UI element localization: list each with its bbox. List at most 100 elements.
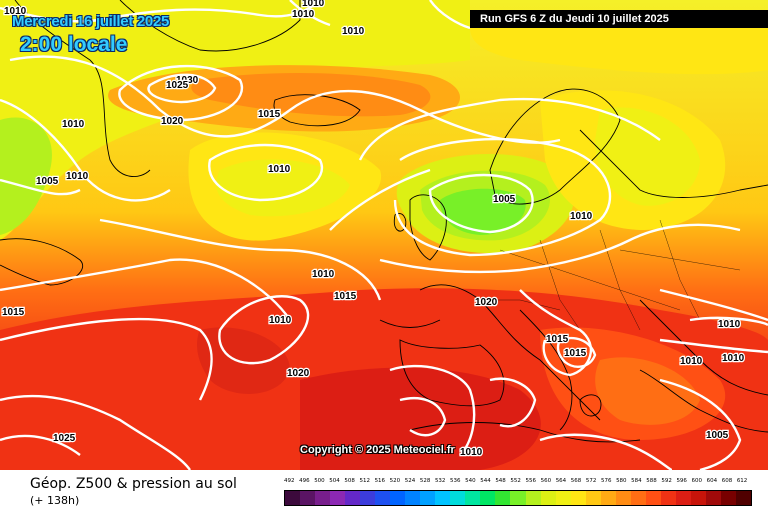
scale-swatch xyxy=(315,491,331,505)
scale-label: 552 xyxy=(510,478,521,484)
scale-swatch xyxy=(615,491,631,505)
scale-swatch xyxy=(450,491,466,505)
scale-label: 524 xyxy=(404,478,416,484)
scale-swatch xyxy=(675,491,691,505)
scale-swatch xyxy=(495,491,511,505)
scale-label: 528 xyxy=(419,478,431,484)
scale-label: 540 xyxy=(465,478,476,484)
scale-swatch xyxy=(330,491,346,505)
forecast-date: Mercredi 16 juillet 2025 xyxy=(12,13,170,30)
scale-label: 572 xyxy=(585,478,597,484)
isobar-label: 1020 xyxy=(287,368,310,379)
scale-label: 520 xyxy=(389,478,401,484)
isobar-label: 1015 xyxy=(258,109,281,120)
scale-swatch xyxy=(645,491,661,505)
scale-swatch xyxy=(435,491,451,505)
scale-swatch xyxy=(585,491,601,505)
geopotential-field: 1010 1010 1010 1030 1025 1010 1020 1015 … xyxy=(0,0,768,470)
chart-title: Géop. Z500 & pression au sol xyxy=(30,476,237,492)
isobar-label: 1010 xyxy=(342,26,365,37)
color-scale: 492 496 500 504 508 512 516 520 524 528 532 536 540 5… xyxy=(284,478,752,508)
color-scale-cells xyxy=(284,490,752,506)
scale-swatch xyxy=(480,491,496,505)
scale-label: 612 xyxy=(736,478,748,484)
isobar-label: 1005 xyxy=(706,430,729,441)
scale-swatch xyxy=(300,491,316,505)
scale-swatch xyxy=(660,491,676,505)
scale-label: 536 xyxy=(450,478,461,484)
isobar-label: 1010 xyxy=(4,6,27,17)
isobars xyxy=(0,0,768,470)
isobar-label: 1005 xyxy=(36,176,59,187)
coastlines xyxy=(0,0,768,443)
isobar-label: 1010 xyxy=(62,119,85,130)
scale-label: 556 xyxy=(525,478,537,484)
scale-swatch xyxy=(375,491,391,505)
scale-label: 592 xyxy=(661,478,672,484)
scale-label: 544 xyxy=(480,478,491,484)
scale-label: 600 xyxy=(691,478,703,484)
isobar-label: 1010 xyxy=(292,9,315,20)
scale-label: 504 xyxy=(329,478,340,484)
scale-swatch xyxy=(720,491,736,505)
forecast-offset: (+ 138h) xyxy=(30,494,80,507)
scale-swatch xyxy=(465,491,481,505)
scale-swatch xyxy=(345,491,361,505)
isobar-label: 1015 xyxy=(2,307,25,318)
scale-swatch xyxy=(420,491,436,505)
scale-label: 576 xyxy=(600,478,612,484)
isobar-label: 1010 xyxy=(302,0,325,9)
scale-swatch xyxy=(525,491,541,505)
scale-swatch xyxy=(630,491,646,505)
scale-label: 560 xyxy=(540,478,552,484)
isobar-label: 1015 xyxy=(334,291,357,302)
scale-label: 604 xyxy=(706,478,718,484)
scale-swatch xyxy=(360,491,376,505)
scale-swatch xyxy=(600,491,616,505)
scale-swatch xyxy=(285,491,301,505)
model-run-label: Run GFS 6 Z du Jeudi 10 juillet 2025 xyxy=(470,10,768,28)
isobar-label: 1020 xyxy=(161,116,184,127)
isobar-label: 1020 xyxy=(475,297,498,308)
weather-map: 1010 1010 1010 1030 1025 1010 1020 1015 … xyxy=(0,0,768,470)
scale-swatch xyxy=(555,491,571,505)
isobar-label: 1030 xyxy=(176,75,199,86)
scale-swatch xyxy=(390,491,406,505)
scale-swatch xyxy=(405,491,421,505)
isobar-label: 1010 xyxy=(460,447,483,458)
scale-label: 508 xyxy=(344,478,355,484)
scale-swatch xyxy=(735,491,751,505)
scale-label: 512 xyxy=(359,478,370,484)
scale-label: 500 xyxy=(314,478,325,484)
isobar-label: 1010 xyxy=(66,171,89,182)
isobar-label: 1010 xyxy=(312,269,335,280)
scale-label: 496 xyxy=(299,478,310,484)
scale-label: 532 xyxy=(434,478,446,484)
isobar-label: 1005 xyxy=(493,194,516,205)
isobar-label: 1010 xyxy=(268,164,291,175)
copyright-text: Copyright © 2025 Meteociel.fr xyxy=(300,444,455,456)
forecast-time: 2:00 locale xyxy=(20,33,128,56)
isobar-label: 1025 xyxy=(53,433,76,444)
isobar-label: 1015 xyxy=(546,334,569,345)
scale-label: 584 xyxy=(631,478,642,484)
isobar-label: 1010 xyxy=(269,315,292,326)
isobar-label: 1015 xyxy=(564,348,587,359)
scale-label: 588 xyxy=(646,478,657,484)
scale-swatch xyxy=(690,491,706,505)
scale-label: 580 xyxy=(616,478,627,484)
scale-label: 568 xyxy=(570,478,582,484)
scale-label: 548 xyxy=(495,478,506,484)
scale-label: 596 xyxy=(676,478,687,484)
isobar-label: 1010 xyxy=(570,211,593,222)
color-scale-labels: 492 496 500 504 508 512 516 520 524 528 532 536 540 5… xyxy=(284,478,752,488)
isobar-label: 1010 xyxy=(722,353,745,364)
scale-swatch xyxy=(705,491,721,505)
isobar-label: 1010 xyxy=(718,319,741,330)
isobar-label: 1010 xyxy=(680,356,703,367)
scale-label: 492 xyxy=(284,478,295,484)
scale-label: 608 xyxy=(721,478,733,484)
scale-swatch xyxy=(570,491,586,505)
isobar-label: 1025 xyxy=(166,80,189,91)
scale-label: 564 xyxy=(555,478,567,484)
